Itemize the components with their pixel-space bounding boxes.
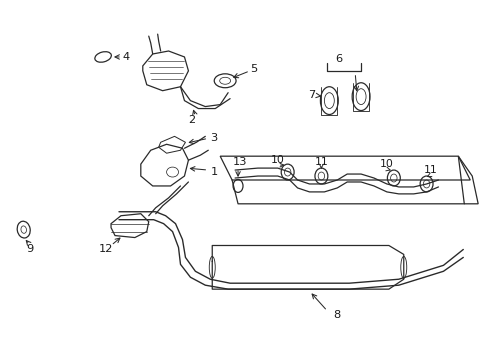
Text: 6: 6 — [335, 54, 342, 64]
Text: 10: 10 — [379, 159, 393, 169]
Text: 11: 11 — [423, 165, 437, 175]
Text: 5: 5 — [249, 64, 257, 74]
Text: 13: 13 — [232, 157, 247, 167]
Text: 11: 11 — [314, 157, 327, 167]
Text: 1: 1 — [210, 167, 217, 177]
Text: 7: 7 — [307, 90, 315, 100]
Text: 9: 9 — [26, 244, 33, 255]
Text: 3: 3 — [210, 133, 217, 143]
Text: 12: 12 — [99, 244, 113, 255]
Text: 2: 2 — [188, 116, 195, 126]
Text: 10: 10 — [270, 155, 284, 165]
Text: 4: 4 — [122, 52, 130, 62]
Text: 8: 8 — [333, 310, 340, 320]
